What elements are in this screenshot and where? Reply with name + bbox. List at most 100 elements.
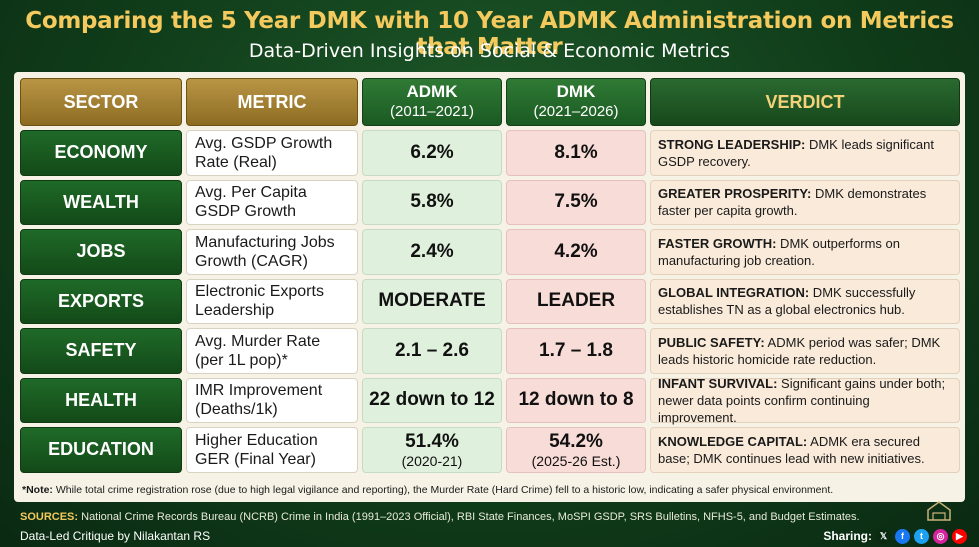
verdict-cell: PUBLIC SAFETY: ADMK period was safer; DM… (650, 328, 960, 374)
dmk-value-cell: 7.5% (506, 179, 646, 225)
instagram-icon[interactable]: ◎ (933, 528, 948, 544)
sector-label: EXPORTS (57, 290, 145, 311)
admk-value-cell: 6.2% (362, 130, 502, 176)
dmk-years: (2021–2026) (533, 103, 619, 120)
sector-label: HEALTH (65, 389, 137, 410)
admk-value: 22 down to 12 (369, 389, 495, 411)
admk-value: 2.1 – 2.6 (395, 339, 469, 361)
verdict-text: DMK leads significant GSDP recovery. (658, 136, 934, 169)
dmk-value: 54.2% (549, 430, 603, 452)
dmk-value: 1.7 – 1.8 (539, 339, 613, 361)
verdict-cell: INFANT SURVIVAL: Significant gains under… (650, 375, 960, 425)
admk-value-cell: 22 down to 12 (362, 377, 502, 423)
admk-years: (2011–2021) (390, 103, 474, 120)
verdict-label: GLOBAL INTEGRATION: (658, 285, 810, 301)
verdict-label: GREATER PROSPERITY: (658, 186, 812, 202)
sector-label: ECONOMY (54, 142, 148, 163)
admk-period: (2020-21) (401, 452, 463, 469)
credit-text: Data-Led Critique by Nilakantan RS (20, 529, 211, 543)
youtube-icon[interactable]: ▶ (952, 528, 967, 544)
verdict-label: KNOWLEDGE CAPITAL: (658, 433, 808, 449)
dmk-value-cell: LEADER (506, 278, 646, 324)
metric-label: Manufacturing Jobs Growth (CAGR) (195, 233, 335, 270)
verdict-cell: GLOBAL INTEGRATION: DMK successfully est… (650, 278, 960, 324)
verdict-text: DMK demonstrates faster per capita growt… (658, 186, 927, 219)
page-subtitle: Data-Driven Insights on Social & Economi… (248, 40, 731, 62)
verdict-text: ADMK era secured base; DMK continues lea… (658, 433, 925, 466)
column-header-admk: ADMK (2011–2021) (362, 78, 502, 126)
dmk-value-cell: 1.7 – 1.8 (506, 328, 646, 374)
facebook-icon[interactable]: f (895, 528, 910, 544)
dmk-value-cell: 8.1% (506, 130, 646, 176)
admk-value: 2.4% (410, 240, 454, 262)
sector-cell: HEALTH (20, 377, 182, 423)
admk-value-cell: 5.8% (362, 179, 502, 225)
dmk-value: 12 down to 8 (518, 389, 634, 411)
sources-label: SOURCES: (20, 511, 79, 523)
footnote-label: *Note: (22, 484, 53, 496)
sector-cell: SAFETY (20, 328, 182, 374)
verdict-label: INFANT SURVIVAL: (658, 375, 778, 391)
sector-label: EDUCATION (48, 439, 154, 460)
verdict-text: ADMK period was safer; DMK leads histori… (658, 334, 941, 367)
verdict-text: Significant gains under both; newer data… (658, 375, 946, 425)
metric-cell: Avg. Murder Rate (per 1L pop)* (186, 328, 358, 374)
verdict-cell: GREATER PROSPERITY: DMK demonstrates fas… (650, 179, 960, 225)
admk-value: MODERATE (378, 290, 486, 312)
admk-label: ADMK (406, 82, 458, 101)
dmk-label: DMK (556, 82, 596, 101)
sector-cell: EXPORTS (20, 278, 182, 324)
verdict-label: STRONG LEADERSHIP: (658, 136, 806, 152)
sources-text: National Crime Records Bureau (NCRB) Cri… (78, 511, 860, 523)
metric-cell: Manufacturing Jobs Growth (CAGR) (186, 229, 358, 275)
verdict-cell: FASTER GROWTH: DMK outperforms on manufa… (650, 229, 960, 275)
twitter-icon[interactable]: t (914, 528, 929, 544)
sharing-label: Sharing: (823, 529, 872, 543)
sector-label: SAFETY (65, 340, 137, 361)
sector-label: WEALTH (63, 191, 139, 212)
admk-value: 6.2% (410, 141, 454, 163)
verdict-label: FASTER GROWTH: (658, 235, 777, 251)
footnote: *Note: While total crime registration ro… (22, 484, 962, 496)
admk-value: 5.8% (410, 191, 454, 213)
admk-value-cell: MODERATE (362, 278, 502, 324)
column-header-sector: SECTOR (20, 78, 182, 126)
metric-label: Avg. Murder Rate (per 1L pop)* (195, 332, 321, 369)
verdict-label: PUBLIC SAFETY: (658, 334, 765, 350)
column-header-dmk: DMK (2021–2026) (506, 78, 646, 126)
dmk-value-cell: 12 down to 8 (506, 377, 646, 423)
sector-label: JOBS (76, 241, 126, 262)
footnote-text: While total crime registration rose (due… (52, 484, 834, 496)
metric-cell: Higher Education GER (Final Year) (186, 427, 358, 473)
dmk-value-cell: 4.2% (506, 229, 646, 275)
metric-label: Avg. GSDP Growth Rate (Real) (195, 134, 333, 171)
sector-cell: WEALTH (20, 179, 182, 225)
sector-cell: JOBS (20, 229, 182, 275)
verdict-text: DMK successfully establishes TN as a glo… (658, 285, 916, 318)
metric-cell: Avg. GSDP Growth Rate (Real) (186, 130, 358, 176)
metric-label: Avg. Per Capita GSDP Growth (195, 184, 307, 221)
column-header-verdict: VERDICT (650, 78, 960, 126)
verdict-text: DMK outperforms on manufacturing job cre… (658, 235, 900, 268)
metric-label: IMR Improvement (Deaths/1k) (195, 382, 323, 419)
dmk-period: (2025-26 Est.) (531, 452, 621, 469)
page-title: Comparing the 5 Year DMK with 10 Year AD… (25, 8, 954, 60)
dmk-value: 7.5% (554, 191, 598, 213)
dmk-value: LEADER (536, 290, 616, 312)
verdict-cell: KNOWLEDGE CAPITAL: ADMK era secured base… (650, 427, 960, 473)
metric-cell: Electronic Exports Leadership (186, 278, 358, 324)
sector-cell: EDUCATION (20, 427, 182, 473)
metric-label: Higher Education GER (Final Year) (195, 431, 318, 468)
column-header-metric: METRIC (186, 78, 358, 126)
sector-cell: ECONOMY (20, 130, 182, 176)
admk-value-cell: 2.4% (362, 229, 502, 275)
sources: SOURCES: National Crime Records Bureau (… (20, 511, 960, 523)
dmk-value: 4.2% (554, 240, 598, 262)
metric-cell: Avg. Per Capita GSDP Growth (186, 179, 358, 225)
admk-value-cell: 2.1 – 2.6 (362, 328, 502, 374)
verdict-cell: STRONG LEADERSHIP: DMK leads significant… (650, 130, 960, 176)
x-icon[interactable]: 𝕏 (876, 528, 891, 544)
metric-label: Electronic Exports Leadership (195, 283, 324, 320)
